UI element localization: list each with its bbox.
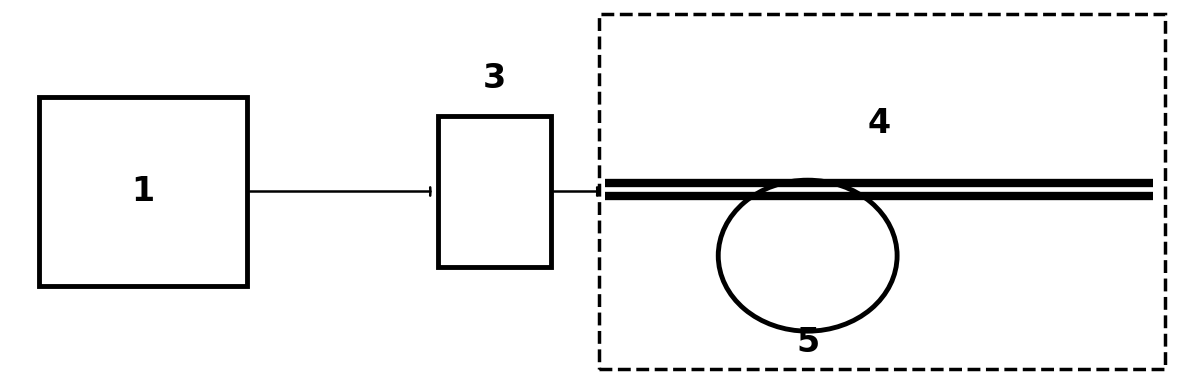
Text: 3: 3 — [483, 62, 507, 95]
Bar — [599, 14, 1166, 369]
Bar — [438, 116, 551, 267]
Bar — [38, 97, 247, 286]
Text: 5: 5 — [795, 326, 819, 359]
Text: 1: 1 — [132, 175, 155, 208]
Text: 4: 4 — [867, 107, 891, 140]
